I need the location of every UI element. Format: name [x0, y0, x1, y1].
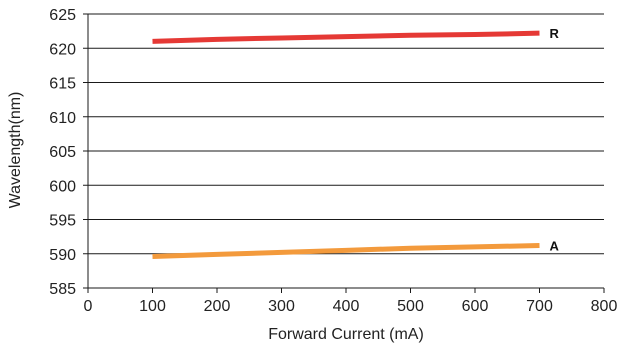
y-tick-label: 590	[49, 247, 76, 264]
x-axis-title: Forward Current (mA)	[268, 326, 424, 343]
y-tick-label: 600	[49, 178, 76, 195]
y-tick-label: 620	[49, 41, 76, 58]
y-tick-label: 615	[49, 76, 76, 93]
x-tick-label: 300	[268, 298, 295, 315]
series-line-a	[152, 243, 540, 259]
y-tick-label: 625	[49, 7, 76, 24]
y-tick-label: 585	[49, 281, 76, 298]
series-labels: RA	[550, 26, 560, 253]
x-tick-label: 0	[84, 298, 93, 315]
y-tick-label: 610	[49, 110, 76, 127]
axes	[83, 13, 605, 293]
x-tick-label: 200	[204, 298, 231, 315]
x-tick-label: 100	[139, 298, 166, 315]
y-tick-label: 595	[49, 213, 76, 230]
grid-lines	[88, 13, 604, 255]
x-tick-label: 500	[397, 298, 424, 315]
x-tick-label: 800	[591, 298, 618, 315]
x-tick-label: 700	[526, 298, 553, 315]
y-tick-label: 605	[49, 144, 76, 161]
x-tick-label: 400	[333, 298, 360, 315]
tick-labels: 0 100 200 300 400 500 600 700 800 585 590 595 600 605…	[49, 7, 617, 315]
series-label-r: R	[550, 26, 560, 41]
series-line-r	[152, 30, 540, 44]
series-lines	[152, 30, 540, 259]
y-axis-title: Wavelength(nm)	[7, 92, 24, 209]
x-tick-label: 600	[462, 298, 489, 315]
series-label-a: A	[550, 239, 560, 254]
